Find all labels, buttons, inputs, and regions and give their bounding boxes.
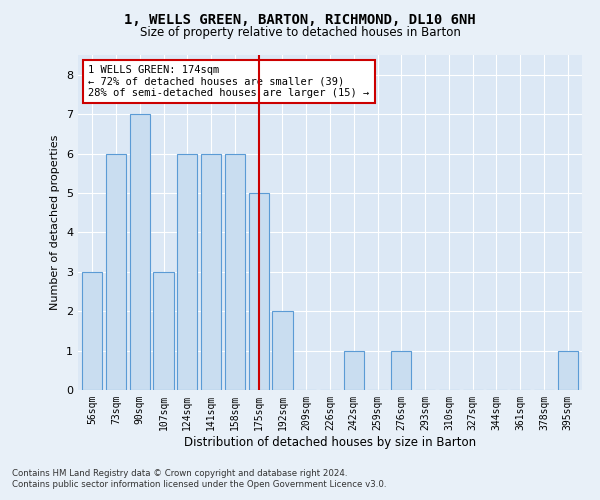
Bar	[82, 272, 103, 390]
Bar	[201, 154, 221, 390]
Text: Contains public sector information licensed under the Open Government Licence v3: Contains public sector information licen…	[12, 480, 386, 489]
Bar	[391, 350, 412, 390]
Text: 1, WELLS GREEN, BARTON, RICHMOND, DL10 6NH: 1, WELLS GREEN, BARTON, RICHMOND, DL10 6…	[124, 12, 476, 26]
Bar	[344, 350, 364, 390]
Text: 1 WELLS GREEN: 174sqm
← 72% of detached houses are smaller (39)
28% of semi-deta: 1 WELLS GREEN: 174sqm ← 72% of detached …	[88, 65, 370, 98]
Bar	[272, 311, 293, 390]
X-axis label: Distribution of detached houses by size in Barton: Distribution of detached houses by size …	[184, 436, 476, 448]
Bar	[130, 114, 150, 390]
Bar	[177, 154, 197, 390]
Bar	[106, 154, 126, 390]
Bar	[557, 350, 578, 390]
Y-axis label: Number of detached properties: Number of detached properties	[50, 135, 61, 310]
Text: Contains HM Land Registry data © Crown copyright and database right 2024.: Contains HM Land Registry data © Crown c…	[12, 468, 347, 477]
Bar	[154, 272, 173, 390]
Bar	[225, 154, 245, 390]
Text: Size of property relative to detached houses in Barton: Size of property relative to detached ho…	[140, 26, 460, 39]
Bar	[248, 193, 269, 390]
